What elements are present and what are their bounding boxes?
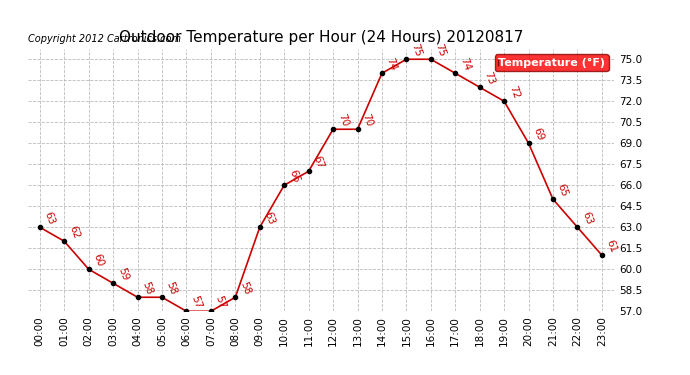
Text: 62: 62 [67, 224, 81, 240]
Text: 57: 57 [214, 294, 228, 310]
Text: 63: 63 [262, 210, 277, 226]
Text: 70: 70 [336, 112, 350, 128]
Text: 65: 65 [555, 182, 570, 198]
Text: 63: 63 [580, 210, 594, 226]
Text: Copyright 2012 Cartronics.com: Copyright 2012 Cartronics.com [28, 33, 181, 44]
Legend: Temperature (°F): Temperature (°F) [495, 54, 609, 71]
Text: 58: 58 [238, 280, 252, 296]
Text: 74: 74 [385, 56, 399, 72]
Title: Outdoor Temperature per Hour (24 Hours) 20120817: Outdoor Temperature per Hour (24 Hours) … [119, 30, 523, 45]
Text: 73: 73 [482, 70, 496, 86]
Text: 60: 60 [92, 252, 106, 268]
Text: 72: 72 [507, 84, 521, 100]
Text: 74: 74 [458, 56, 472, 72]
Text: 63: 63 [43, 210, 57, 226]
Text: 61: 61 [604, 238, 619, 254]
Text: 58: 58 [140, 280, 155, 296]
Text: 75: 75 [409, 42, 423, 58]
Text: 58: 58 [165, 280, 179, 296]
Text: 69: 69 [531, 126, 545, 142]
Text: 67: 67 [311, 154, 326, 170]
Text: 59: 59 [116, 266, 130, 282]
Text: 70: 70 [360, 112, 374, 128]
Text: 57: 57 [189, 294, 203, 310]
Text: 75: 75 [433, 42, 448, 58]
Text: 66: 66 [287, 168, 301, 184]
